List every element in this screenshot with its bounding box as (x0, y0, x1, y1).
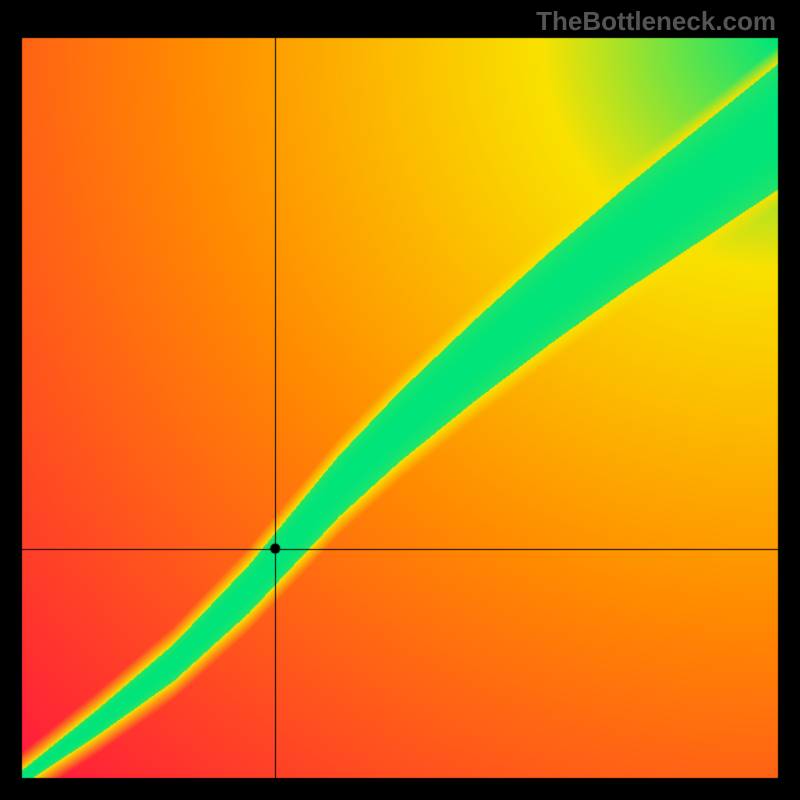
bottleneck-heatmap (0, 0, 800, 800)
chart-container: TheBottleneck.com (0, 0, 800, 800)
watermark-text: TheBottleneck.com (536, 6, 776, 37)
